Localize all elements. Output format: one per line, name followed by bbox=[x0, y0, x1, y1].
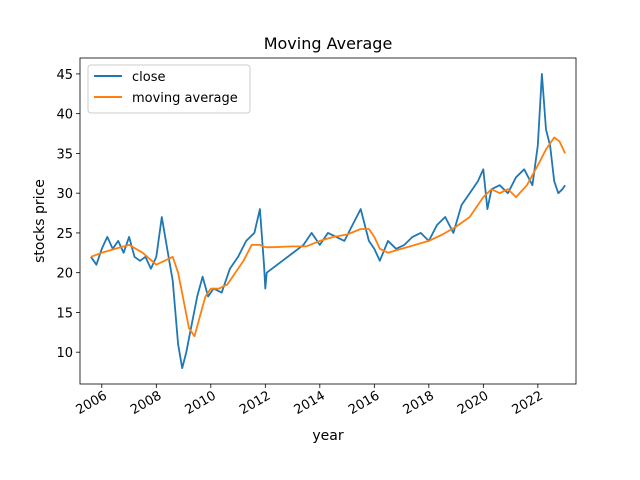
axes-frame bbox=[79, 57, 577, 385]
plot-area bbox=[90, 73, 566, 370]
x-tick-label: 2016 bbox=[346, 388, 382, 418]
y-axis: 10 15 20 25 30 35 40 45 bbox=[56, 68, 80, 361]
legend-label-moving-average: moving average bbox=[132, 91, 238, 106]
legend: close moving average bbox=[87, 64, 251, 114]
x-tick-label: 2012 bbox=[237, 388, 273, 418]
x-tick-label: 2020 bbox=[455, 388, 491, 418]
x-tick-label: 2008 bbox=[128, 388, 164, 418]
x-tick-label: 2014 bbox=[292, 388, 328, 418]
x-tick-label: 2006 bbox=[74, 388, 110, 418]
x-tick-label: 2010 bbox=[183, 388, 219, 418]
x-axis: 2006 2008 2010 2012 2014 2016 2018 2020 2022 bbox=[74, 384, 546, 418]
x-tick-label: 2018 bbox=[401, 388, 437, 418]
legend-box bbox=[87, 64, 251, 114]
y-tick-label: 30 bbox=[56, 187, 73, 202]
x-tick-label: 2022 bbox=[510, 388, 546, 418]
legend-label-close: close bbox=[132, 70, 165, 85]
y-axis-label: stocks price bbox=[32, 179, 48, 263]
y-tick-label: 45 bbox=[56, 68, 73, 83]
y-tick-label: 35 bbox=[56, 147, 73, 162]
y-tick-label: 40 bbox=[56, 108, 73, 123]
series-line-close bbox=[90, 73, 566, 370]
y-tick-label: 15 bbox=[56, 306, 73, 321]
y-tick-label: 25 bbox=[56, 227, 73, 242]
y-tick-label: 20 bbox=[56, 267, 73, 282]
x-axis-label: year bbox=[312, 428, 343, 444]
y-tick-label: 10 bbox=[56, 346, 73, 361]
chart-title: Moving Average bbox=[264, 34, 393, 53]
series-line-moving-average bbox=[90, 136, 566, 338]
